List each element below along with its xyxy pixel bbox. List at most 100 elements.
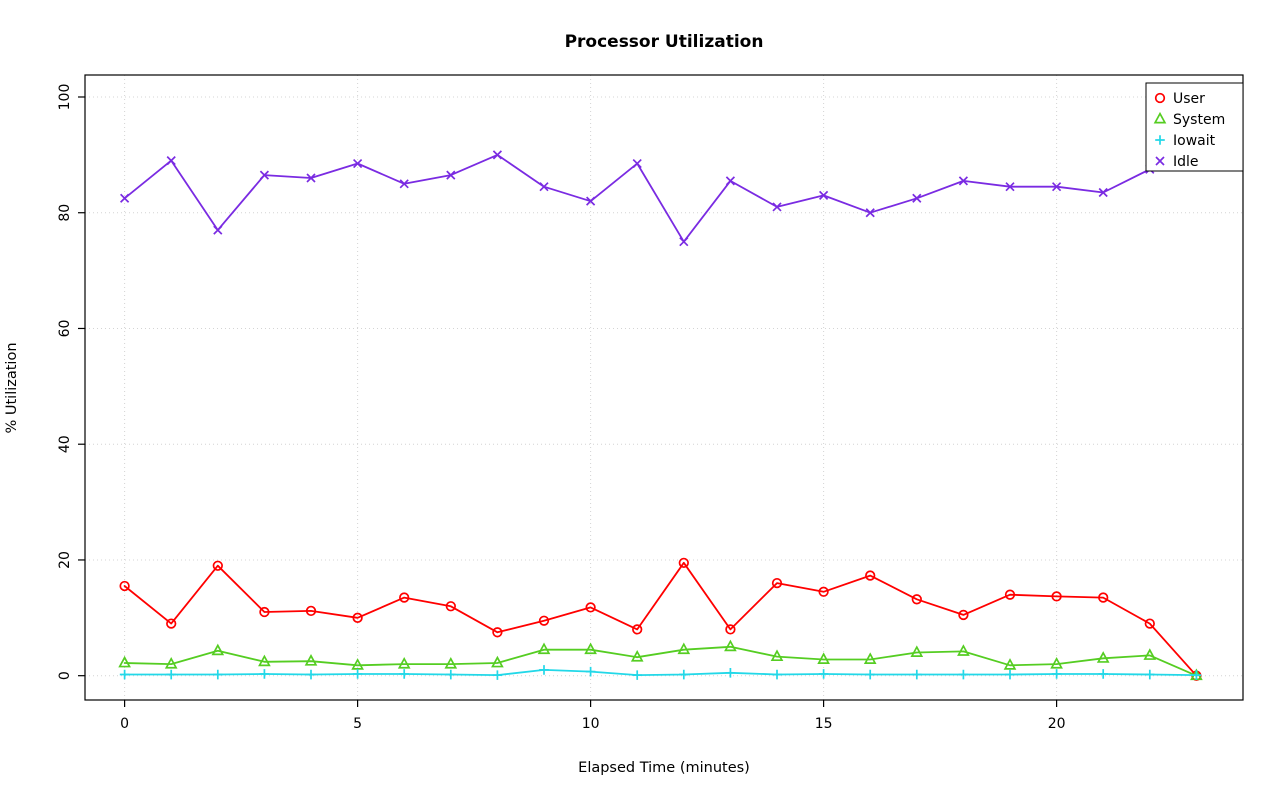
y-tick-label: 100 [57,84,73,111]
x-marker [213,225,223,235]
x-marker [772,202,782,212]
plus-marker [958,669,969,680]
x-marker [1051,182,1062,192]
triangle-marker [258,654,271,667]
triangle-marker [1050,656,1063,669]
plot-box [84,74,1244,701]
circle-marker [911,594,922,605]
plus-marker [539,665,549,675]
circle-marker [865,570,876,581]
x-marker [586,196,596,206]
plus-marker [632,670,643,680]
legend-label-user: User [1173,91,1205,107]
x-tick-label: 0 [120,716,129,732]
circle-marker [445,601,456,612]
x-marker [1098,187,1108,198]
plus-marker [213,669,223,680]
circle-marker [678,557,689,568]
series-system [118,639,1203,681]
circle-marker [492,627,503,638]
x-marker [865,208,875,218]
triangle-marker [491,655,504,668]
x-tick-label: 15 [815,716,833,732]
plus-marker [725,668,736,678]
x-marker [166,156,176,166]
x-marker [819,190,829,200]
plus-marker [492,670,503,680]
x-marker [492,150,503,160]
y-tick-label: 20 [57,551,73,569]
circle-marker [771,577,783,589]
triangle-marker [211,643,225,656]
plus-marker [1145,669,1155,680]
plus-marker [1098,669,1108,679]
circle-marker [166,618,177,629]
plus-marker [1155,135,1165,145]
plus-marker [1191,670,1202,680]
triangle-marker [304,654,318,666]
legend-label-system: System [1173,112,1225,128]
x-marker [446,170,456,180]
triangle-marker [1153,111,1167,124]
x-marker [632,158,642,169]
x-marker [958,176,969,186]
y-axis-label: % Utilization [4,342,20,433]
legend-label-idle: Idle [1173,154,1199,170]
gridlines [85,75,1243,700]
plus-marker [1051,669,1062,679]
circle-marker [632,624,643,635]
legend-box [1145,82,1244,172]
legend: User System Iowait Idle [1145,82,1244,172]
triangle-marker [1143,648,1157,660]
x-marker [353,158,363,169]
circle-marker [1154,92,1166,104]
circle-marker [958,609,969,621]
x-marker [539,182,549,192]
plus-marker [818,669,829,679]
plus-marker [679,669,689,680]
triangle-marker [584,642,597,655]
axes: 0 5 10 15 20 0 20 40 60 80 100 [57,84,1066,732]
circle-marker [1144,618,1155,629]
circle-marker [585,602,596,613]
plus-marker [352,669,363,679]
plus-marker [912,669,922,680]
y-tick-label: 60 [57,320,73,338]
plus-marker [166,669,177,680]
series-idle [120,92,1202,247]
series-line-iowait [123,669,1198,676]
series-user [119,557,1202,681]
circle-marker [1051,591,1062,602]
circle-marker [119,580,130,592]
x-marker [725,176,736,186]
triangle-marker [351,658,364,670]
x-marker [306,173,316,183]
x-tick-label: 10 [582,716,600,732]
triangle-marker [1096,651,1110,663]
y-tick-label: 80 [57,204,73,222]
circle-marker [1004,589,1016,600]
plus-marker [772,669,782,680]
plus-marker [306,669,316,680]
x-marker [1005,182,1015,192]
triangle-marker [164,656,178,669]
x-marker [120,193,130,203]
circle-marker [818,586,829,597]
triangle-marker [863,652,877,664]
triangle-marker [630,649,644,662]
circle-marker [725,624,736,635]
triangle-marker [1003,658,1017,670]
triangle-marker [397,656,411,669]
plot-region: 0 5 10 15 20 0 20 40 60 80 100 User System Iowait Idle [57,74,1244,732]
circle-marker [538,615,550,626]
triangle-marker [770,649,784,662]
circle-marker [352,612,363,623]
series-line-user [123,561,1198,677]
series-line-idle [123,96,1198,243]
plus-marker [1005,669,1015,680]
triangle-marker [118,655,131,668]
x-marker [912,193,922,203]
plus-marker [585,666,596,677]
